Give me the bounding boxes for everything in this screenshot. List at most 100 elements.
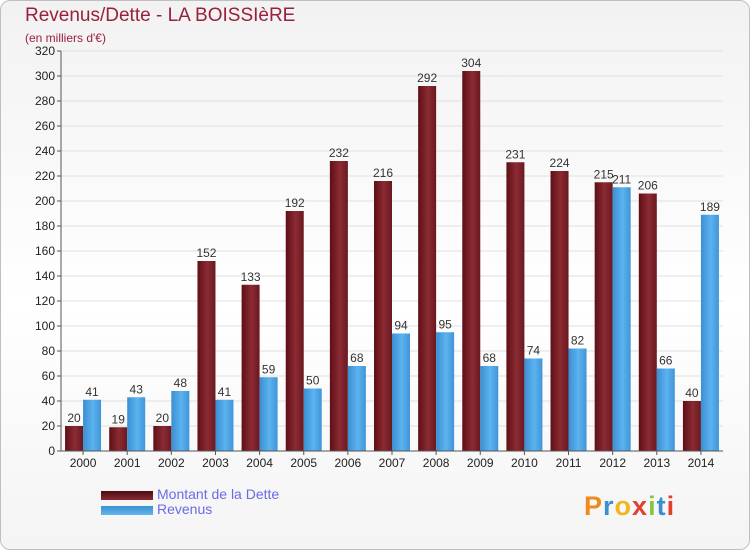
x-tick-label: 2008 — [423, 456, 450, 470]
y-tick-label: 120 — [35, 294, 55, 308]
data-label: 215 — [594, 167, 614, 181]
data-label: 95 — [438, 317, 452, 331]
data-label: 206 — [638, 179, 658, 193]
logo-letter: o — [615, 491, 633, 521]
bar-debt — [462, 71, 481, 451]
chart-title: Revenus/Dette - LA BOISSIèRE — [25, 5, 296, 26]
data-label: 231 — [505, 147, 525, 161]
bar-revenue — [568, 348, 587, 451]
bar-debt — [638, 193, 657, 451]
x-tick-label: 2002 — [158, 456, 185, 470]
data-label: 40 — [685, 386, 699, 400]
data-label: 59 — [262, 362, 276, 376]
data-label: 19 — [112, 412, 126, 426]
data-label: 232 — [329, 146, 349, 160]
y-tick-label: 60 — [42, 369, 56, 383]
y-tick-label: 280 — [35, 94, 55, 108]
bar-debt — [241, 284, 260, 451]
data-label: 50 — [306, 374, 320, 388]
bar-revenue — [700, 214, 719, 451]
bar-revenue — [303, 388, 322, 451]
bar-debt — [65, 426, 84, 451]
data-label: 189 — [700, 200, 720, 214]
data-label: 20 — [67, 411, 81, 425]
data-label: 82 — [571, 334, 585, 348]
y-axis-ticks: 0 20 40 60 80 100 120 140 160 180 200 220 240 260 280 3… — [35, 44, 61, 458]
bar-revenue — [215, 399, 234, 451]
bar-debt — [109, 427, 128, 451]
svg-text:Proxiti: Proxiti — [584, 491, 675, 521]
bars — [65, 71, 719, 451]
logo-letter: t — [657, 491, 667, 521]
y-tick-label: 200 — [35, 194, 55, 208]
x-tick-label: 2012 — [599, 456, 626, 470]
data-label: 211 — [612, 172, 631, 186]
bar-debt — [418, 86, 437, 451]
chart-subtitle: (en milliers d'€) — [25, 31, 106, 45]
x-tick-label: 2010 — [511, 456, 538, 470]
data-labels: 20 41 19 43 20 48 152 41 133 59 192 50 232 68 216 94 292… — [67, 56, 720, 426]
bar-revenue — [171, 391, 190, 451]
y-tick-label: 240 — [35, 144, 55, 158]
bar-revenue — [480, 366, 499, 451]
x-tick-label: 2011 — [556, 456, 582, 470]
bar-debt — [506, 162, 525, 451]
data-label: 68 — [350, 351, 364, 365]
x-tick-label: 2001 — [114, 456, 141, 470]
bar-revenue — [83, 399, 102, 451]
x-tick-label: 2009 — [467, 456, 494, 470]
y-tick-label: 0 — [48, 444, 55, 458]
bar-revenue — [392, 333, 410, 451]
data-label: 292 — [417, 71, 437, 85]
logo-letter: r — [603, 491, 615, 521]
data-label: 133 — [241, 270, 261, 284]
bar-debt — [682, 401, 701, 451]
logo-letter: P — [584, 491, 603, 521]
y-tick-label: 140 — [35, 269, 55, 283]
x-tick-label: 2014 — [688, 456, 715, 470]
bar-revenue — [127, 397, 146, 451]
legend-swatch-debt — [101, 491, 153, 500]
logo-letter: i — [667, 491, 676, 521]
data-label: 41 — [218, 385, 232, 399]
y-tick-label: 80 — [42, 344, 56, 358]
x-tick-label: 2006 — [335, 456, 362, 470]
data-label: 48 — [174, 376, 188, 390]
bar-revenue — [259, 377, 278, 451]
data-label: 43 — [130, 382, 144, 396]
data-label: 224 — [550, 156, 570, 170]
bar-revenue — [524, 358, 543, 451]
y-tick-label: 40 — [42, 394, 56, 408]
x-tick-label: 2013 — [643, 456, 670, 470]
data-label: 192 — [285, 196, 305, 210]
bar-debt — [329, 161, 348, 451]
bar-debt — [550, 171, 569, 451]
y-tick-label: 320 — [35, 44, 55, 58]
data-label: 41 — [85, 385, 99, 399]
x-tick-label: 2007 — [379, 456, 406, 470]
y-tick-label: 20 — [42, 419, 56, 433]
bar-revenue — [436, 332, 455, 451]
x-tick-label: 2000 — [70, 456, 97, 470]
data-label: 74 — [527, 344, 541, 358]
bar-revenue — [347, 366, 366, 451]
bar-revenue — [612, 187, 631, 451]
data-label: 216 — [373, 166, 393, 180]
bar-debt — [285, 211, 304, 451]
data-label: 66 — [659, 354, 673, 368]
x-tick-label: 2004 — [246, 456, 273, 470]
bar-revenue — [656, 368, 675, 451]
bar-debt — [153, 426, 172, 451]
proxiti-logo: Proxiti — [584, 491, 675, 521]
x-tick-label: 2003 — [202, 456, 229, 470]
legend-label-revenue: Revenus — [157, 501, 213, 517]
y-tick-label: 220 — [35, 169, 55, 183]
data-label: 152 — [196, 246, 216, 260]
y-tick-label: 300 — [35, 69, 55, 83]
bar-debt — [197, 261, 216, 451]
data-label: 68 — [483, 351, 497, 365]
x-axis-ticks: 2000 2001 2002 2003 2004 2005 2006 2007 2008 2009… — [70, 451, 715, 470]
data-label: 304 — [461, 56, 481, 70]
